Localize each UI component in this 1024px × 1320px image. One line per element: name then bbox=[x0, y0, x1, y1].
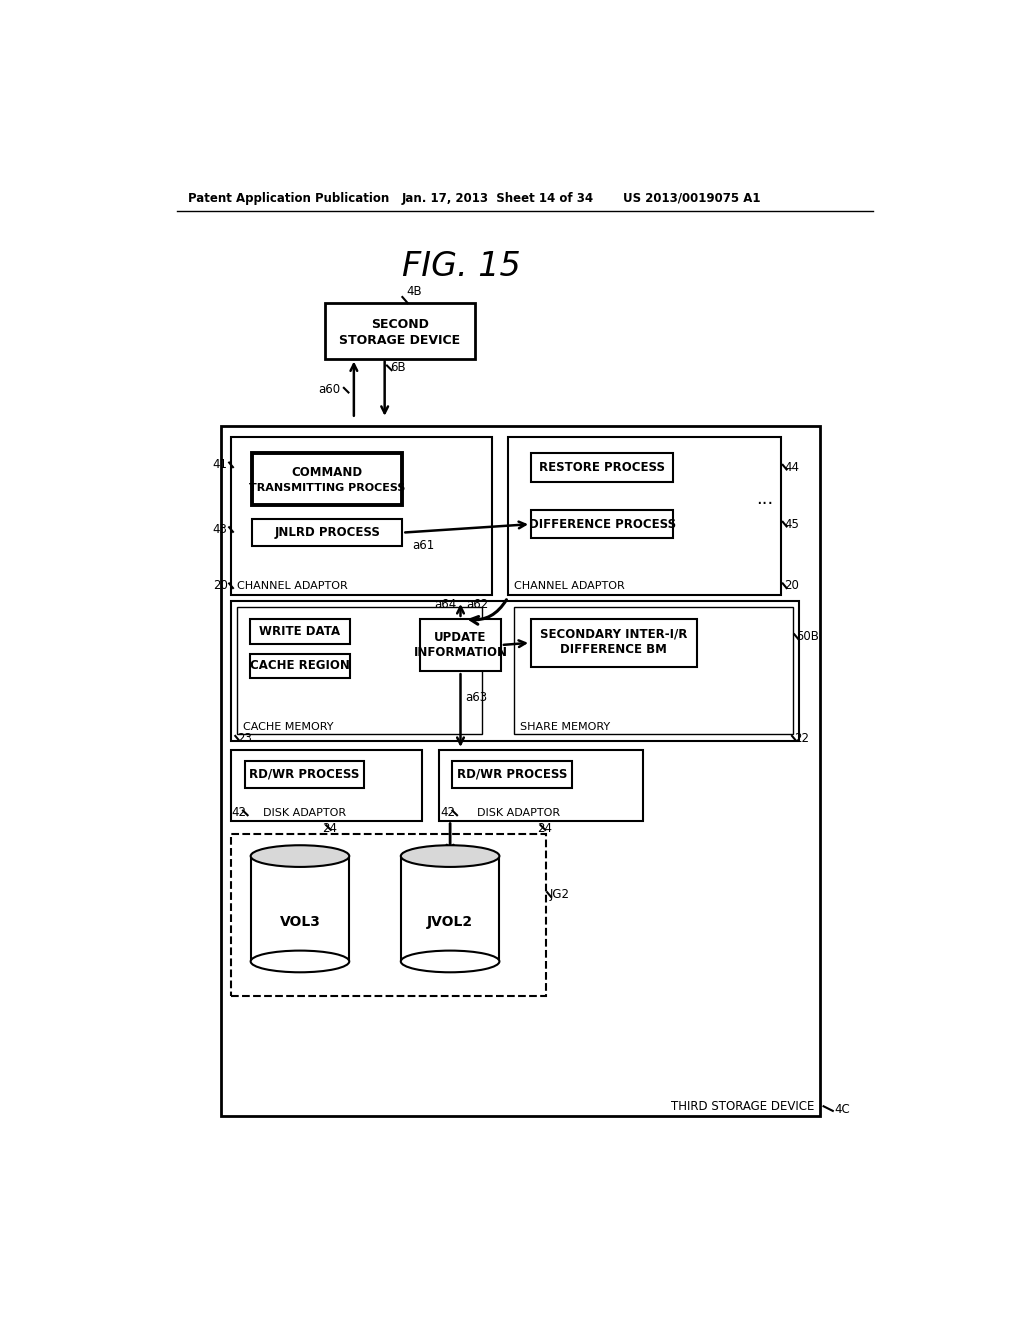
Text: SECOND: SECOND bbox=[371, 318, 429, 331]
Text: CHANNEL ADAPTOR: CHANNEL ADAPTOR bbox=[514, 581, 625, 591]
Text: 42: 42 bbox=[440, 807, 456, 820]
Ellipse shape bbox=[251, 950, 349, 973]
Text: 43: 43 bbox=[213, 523, 227, 536]
Bar bbox=[245, 760, 364, 788]
Bar bbox=[453, 760, 571, 788]
Text: COMMAND: COMMAND bbox=[292, 466, 362, 479]
Text: WRITE DATA: WRITE DATA bbox=[259, 624, 341, 638]
Text: UPDATE: UPDATE bbox=[434, 631, 486, 644]
Text: RD/WR PROCESS: RD/WR PROCESS bbox=[457, 768, 567, 781]
Text: 45: 45 bbox=[784, 517, 799, 531]
Text: JG2: JG2 bbox=[550, 888, 569, 902]
Text: THIRD STORAGE DEVICE: THIRD STORAGE DEVICE bbox=[671, 1100, 814, 1113]
Text: DISK ADAPTOR: DISK ADAPTOR bbox=[263, 808, 346, 818]
Bar bbox=[420, 619, 501, 671]
Bar bbox=[531, 511, 674, 539]
Text: CACHE MEMORY: CACHE MEMORY bbox=[243, 722, 334, 731]
Bar bbox=[230, 834, 547, 997]
Ellipse shape bbox=[400, 950, 500, 973]
Text: 24: 24 bbox=[537, 822, 552, 834]
Text: a61: a61 bbox=[412, 539, 434, 552]
Text: Patent Application Publication: Patent Application Publication bbox=[188, 191, 389, 205]
Bar bbox=[438, 750, 643, 821]
Text: 20: 20 bbox=[213, 579, 227, 593]
Text: a63: a63 bbox=[465, 690, 487, 704]
Bar bbox=[514, 607, 793, 734]
Bar bbox=[250, 619, 350, 644]
Text: 44: 44 bbox=[784, 461, 800, 474]
Bar bbox=[531, 453, 674, 482]
Bar bbox=[250, 653, 350, 678]
Text: a60: a60 bbox=[317, 383, 340, 396]
Bar bbox=[400, 857, 500, 961]
Text: 41: 41 bbox=[213, 458, 227, 471]
Bar bbox=[508, 437, 781, 595]
Text: 50B: 50B bbox=[796, 630, 819, 643]
Text: DIFFERENCE BM: DIFFERENCE BM bbox=[560, 643, 668, 656]
Text: FIG. 15: FIG. 15 bbox=[402, 249, 521, 282]
Text: 23: 23 bbox=[237, 731, 252, 744]
Bar bbox=[251, 857, 349, 961]
Text: ...: ... bbox=[756, 490, 773, 508]
Text: 4C: 4C bbox=[835, 1102, 850, 1115]
Text: Jan. 17, 2013  Sheet 14 of 34: Jan. 17, 2013 Sheet 14 of 34 bbox=[401, 191, 594, 205]
Bar bbox=[252, 519, 402, 546]
Text: RD/WR PROCESS: RD/WR PROCESS bbox=[249, 768, 359, 781]
Text: a62: a62 bbox=[467, 598, 488, 611]
Ellipse shape bbox=[251, 845, 349, 867]
Bar bbox=[252, 453, 402, 506]
Bar bbox=[237, 607, 481, 734]
Text: 4B: 4B bbox=[407, 285, 422, 298]
Text: US 2013/0019075 A1: US 2013/0019075 A1 bbox=[624, 191, 761, 205]
Text: 20: 20 bbox=[784, 579, 799, 593]
Text: RESTORE PROCESS: RESTORE PROCESS bbox=[540, 461, 666, 474]
Text: INFORMATION: INFORMATION bbox=[414, 647, 508, 659]
Bar bbox=[221, 426, 820, 1115]
Text: JNLRD PROCESS: JNLRD PROCESS bbox=[274, 527, 380, 539]
Text: DISK ADAPTOR: DISK ADAPTOR bbox=[477, 808, 560, 818]
Text: SHARE MEMORY: SHARE MEMORY bbox=[520, 722, 610, 731]
Bar bbox=[325, 304, 475, 359]
Text: TRANSMITTING PROCESS: TRANSMITTING PROCESS bbox=[249, 483, 406, 492]
Text: 42: 42 bbox=[231, 807, 246, 820]
Text: 24: 24 bbox=[323, 822, 338, 834]
Text: VOL3: VOL3 bbox=[280, 915, 321, 929]
Text: 22: 22 bbox=[795, 731, 809, 744]
Text: DIFFERENCE PROCESS: DIFFERENCE PROCESS bbox=[528, 517, 676, 531]
Bar bbox=[230, 601, 799, 742]
Text: a64: a64 bbox=[434, 598, 457, 611]
Text: 6B: 6B bbox=[390, 362, 406, 375]
Ellipse shape bbox=[400, 845, 500, 867]
Bar bbox=[230, 750, 422, 821]
Text: SECONDARY INTER-I/R: SECONDARY INTER-I/R bbox=[540, 628, 687, 640]
Text: STORAGE DEVICE: STORAGE DEVICE bbox=[339, 334, 460, 347]
Text: CHANNEL ADAPTOR: CHANNEL ADAPTOR bbox=[237, 581, 347, 591]
Text: CACHE REGION: CACHE REGION bbox=[250, 659, 350, 672]
Bar bbox=[230, 437, 493, 595]
Bar bbox=[531, 619, 696, 667]
Text: JVOL2: JVOL2 bbox=[427, 915, 473, 929]
